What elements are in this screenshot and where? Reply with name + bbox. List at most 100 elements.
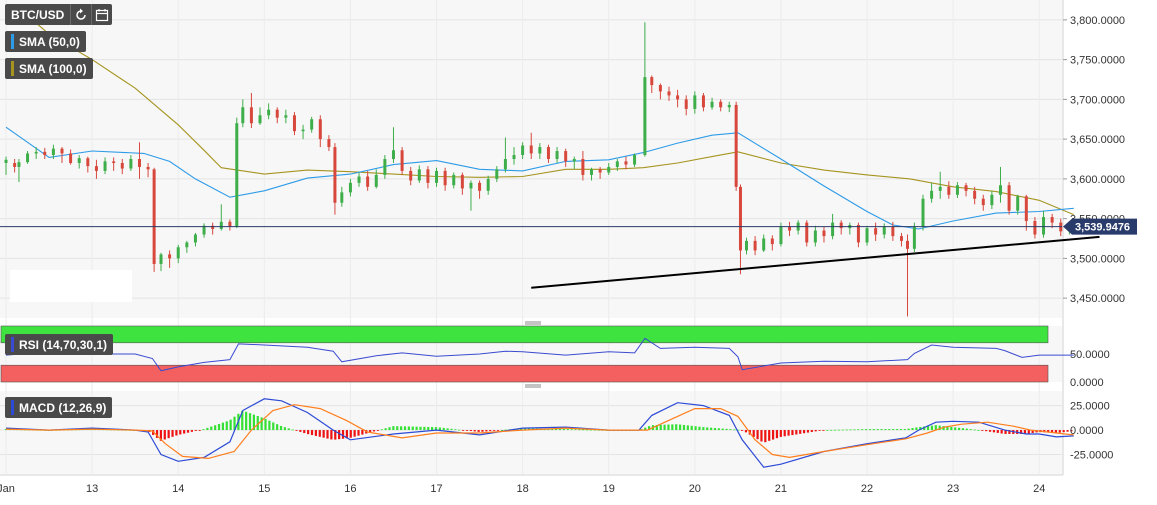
x-tick-label: 19 — [603, 483, 615, 495]
candle-down — [684, 99, 688, 109]
macd-hist-bar — [186, 430, 190, 433]
macd-hist-bar — [183, 430, 186, 434]
macd-hist-bar — [551, 428, 554, 431]
sma-50-legend[interactable]: SMA (50,0) — [5, 31, 86, 52]
macd-hist-bar — [771, 430, 775, 440]
macd-hist-bar — [841, 429, 844, 431]
macd-hist-bar — [682, 424, 686, 431]
pane-resize-handle-2[interactable] — [525, 384, 541, 388]
candle-up — [51, 148, 55, 156]
sma-100-legend[interactable]: SMA (100,0) — [5, 58, 93, 79]
macd-hist-bar — [1023, 430, 1027, 434]
macd-hist-bar — [307, 430, 310, 435]
macd-hist-bar — [198, 430, 201, 431]
macd-hist-bar — [1062, 430, 1065, 433]
candle-up — [202, 225, 206, 235]
macd-hist-bar — [1004, 430, 1007, 434]
candle-down — [805, 222, 809, 243]
macd-hist-bar — [717, 428, 720, 431]
candle-up — [930, 190, 934, 199]
macd-hist-bar — [276, 424, 279, 431]
macd-hist-bar — [345, 430, 348, 439]
x-tick-label: 21 — [775, 483, 787, 495]
macd-hist-bar — [678, 424, 682, 431]
x-tick-label: 16 — [344, 483, 356, 495]
macd-hist-bar — [934, 425, 937, 431]
macd-hist-bar — [303, 430, 306, 434]
macd-hist-bar — [295, 430, 298, 431]
macd-hist-bar — [744, 430, 748, 433]
candle-down — [228, 221, 232, 227]
macd-hist-bar — [159, 430, 163, 441]
watermark-blank — [10, 270, 132, 302]
candle-down — [60, 148, 64, 154]
candle-up — [452, 174, 456, 186]
macd-hist-bar — [822, 430, 825, 431]
macd-hist-bar — [721, 428, 724, 431]
macd-signal-path — [5, 404, 1074, 460]
macd-hist-bar — [892, 429, 895, 431]
refresh-icon[interactable] — [70, 4, 91, 25]
macd-legend[interactable]: MACD (12,26,9) — [5, 397, 113, 418]
macd-hist-bar — [709, 427, 713, 431]
candle-down — [788, 226, 792, 231]
macd-hist-bar — [206, 427, 209, 431]
macd-hist-bar — [388, 427, 391, 431]
macd-hist-bar — [314, 430, 317, 436]
candle-down — [426, 169, 430, 183]
candle-up — [938, 186, 942, 191]
candle-down — [676, 95, 680, 100]
macd-hist-bar — [504, 429, 507, 431]
sma-100-label: SMA (100,0) — [19, 61, 87, 76]
macd-hist-bar — [930, 425, 934, 431]
candle-down — [409, 170, 413, 181]
macd-hist-bar — [582, 429, 585, 431]
price-badge: 3,539.9476 — [1063, 218, 1137, 235]
rsi-legend[interactable]: RSI (14,70,30,1) — [5, 334, 114, 355]
candle-up — [340, 192, 344, 203]
candle-down — [650, 77, 654, 86]
pane-resize-handle-1[interactable] — [525, 321, 541, 325]
macd-hist-bar — [768, 430, 771, 441]
macd-hist-bar — [853, 429, 856, 431]
candle-down — [137, 159, 141, 167]
macd-hist-bar — [167, 430, 170, 439]
candle-down — [973, 190, 977, 199]
macd-hist-bar — [578, 429, 581, 431]
candle-up — [813, 230, 817, 243]
candle-up — [633, 155, 637, 165]
x-tick-label: Jan — [0, 483, 15, 495]
candle-up — [486, 178, 490, 191]
candle-down — [905, 240, 909, 249]
macd-hist-bar — [450, 428, 453, 431]
macd-hist-bar — [527, 428, 531, 431]
macd-hist-bar — [392, 426, 395, 431]
sma-100-swatch — [11, 61, 14, 76]
macd-hist-bar — [686, 425, 689, 431]
macd-hist-bar — [764, 430, 767, 443]
macd-hist-bar — [376, 430, 379, 431]
macd-hist-bar — [702, 427, 705, 431]
macd-hist-bar — [1019, 430, 1023, 434]
candle-up — [495, 169, 499, 179]
candle-down — [1007, 185, 1011, 211]
candle-up — [882, 226, 886, 235]
macd-hist-bar — [431, 427, 434, 431]
candle-down — [753, 240, 757, 251]
macd-hist-bar — [655, 424, 658, 431]
candle-down — [292, 115, 296, 132]
candle-down — [249, 107, 253, 124]
macd-hist-bar — [857, 429, 860, 431]
candle-up — [374, 174, 378, 187]
candle-up — [267, 109, 271, 116]
calendar-icon[interactable] — [91, 4, 112, 25]
candle-down — [13, 162, 17, 167]
rsi-bands — [0, 325, 1049, 383]
macd-hist-bar — [427, 426, 430, 431]
macd-hist-bar — [954, 427, 957, 431]
x-tick-labels: Jan 13 14 15 16 17 18 19 20 21 22 23 24 — [0, 483, 1045, 495]
candle-down — [839, 222, 843, 229]
candle-up — [955, 185, 959, 195]
rsi-y-tick-label: 0.0000 — [1070, 377, 1104, 389]
